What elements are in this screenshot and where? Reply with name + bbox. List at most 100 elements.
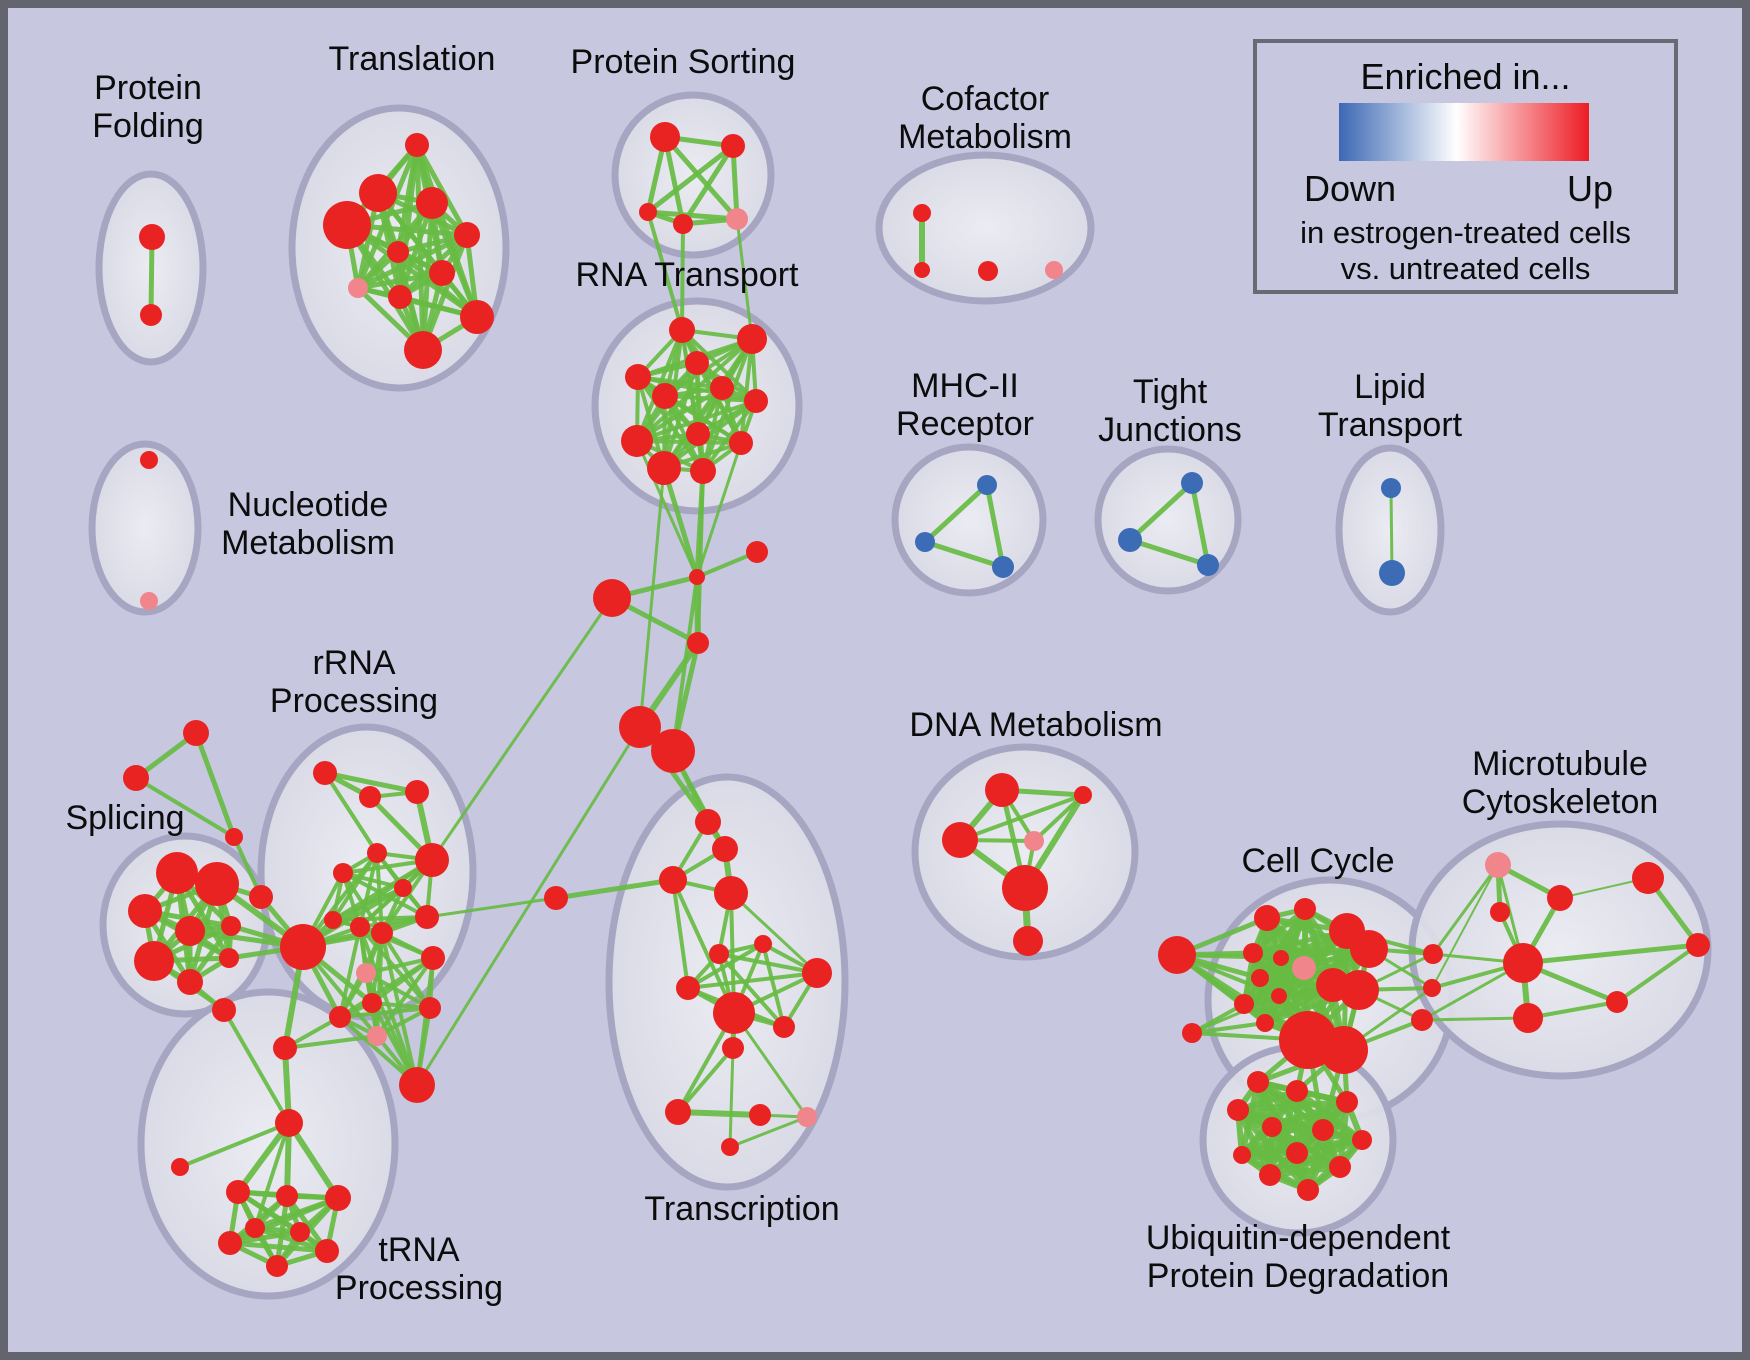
- node-rt11-red: [690, 458, 716, 484]
- edge-ps2-rt0: [646, 210, 684, 332]
- cluster-label-protein-folding-line2: Folding: [92, 107, 204, 145]
- node-rt8-red: [686, 422, 710, 446]
- node-spC-red: [225, 828, 243, 846]
- node-tr7-pink: [348, 278, 368, 298]
- node-c11-red: [1234, 994, 1254, 1014]
- node-tn2-red: [325, 1185, 351, 1211]
- edge-rt10-jn1: [661, 465, 700, 580]
- node-u9-red: [1329, 1156, 1351, 1178]
- edge-t4-t10: [671, 878, 736, 1015]
- node-t10-red: [713, 992, 755, 1034]
- node-u7-red: [1233, 1146, 1251, 1164]
- edge-c1-c4: [1250, 906, 1308, 956]
- edge-r8-r13: [380, 931, 419, 1087]
- cluster-label-dna-metabolism: DNA Metabolism: [909, 706, 1162, 744]
- node-r12-red: [329, 1006, 351, 1028]
- edge-r0-r2: [322, 770, 420, 795]
- node-jr3-red: [1411, 1009, 1433, 1031]
- node-tj0-blue: [1181, 472, 1203, 494]
- cluster-label-translation: Translation: [329, 40, 496, 78]
- node-rt5-red: [652, 383, 678, 409]
- node-tr5-red: [387, 241, 409, 263]
- legend: Enriched in... Down Up in estrogen-treat…: [1253, 39, 1678, 294]
- node-s2-red: [128, 894, 162, 928]
- edge-h1-c12: [1190, 1021, 1267, 1035]
- cluster-label-nucleotide-metabolism-line2: Metabolism: [221, 524, 395, 562]
- node-lt0-blue: [1381, 478, 1401, 498]
- node-c3-red: [1350, 930, 1388, 968]
- node-r13-red: [399, 1067, 435, 1103]
- node-tr1-red: [359, 174, 397, 212]
- node-u3-red: [1227, 1099, 1249, 1121]
- edge-ps1-ps4: [730, 143, 740, 222]
- cluster-label-protein-folding-line1: Protein: [94, 69, 202, 107]
- node-jr2-red: [1423, 979, 1441, 997]
- node-m0-pink: [1485, 852, 1511, 878]
- node-s1-red: [195, 862, 239, 906]
- node-tn3-red: [218, 1231, 242, 1255]
- edge-rt1-rt9: [739, 337, 754, 445]
- node-mh1-blue: [915, 532, 935, 552]
- node-t13-red: [665, 1099, 691, 1125]
- edge-tl-t4: [553, 877, 676, 901]
- node-r2-red: [405, 780, 429, 804]
- node-rt7-red: [621, 425, 653, 457]
- node-spA-red: [183, 720, 209, 746]
- node-u6-red: [1352, 1130, 1372, 1150]
- edge-jr3-m6: [1420, 1016, 1530, 1022]
- node-c0-red: [1254, 905, 1280, 931]
- node-s5-red: [134, 941, 174, 981]
- edge-m5-m6: [1526, 1000, 1619, 1020]
- node-t11-red: [773, 1016, 795, 1038]
- node-c4-red: [1243, 943, 1263, 963]
- node-s4-red: [221, 916, 241, 936]
- edge-tnH-tn7: [253, 1121, 291, 1230]
- node-rt9-red: [729, 431, 753, 455]
- node-bigL-red: [593, 579, 631, 617]
- node-mh2-blue: [992, 556, 1014, 578]
- edge-mh1-mh2: [922, 539, 1006, 570]
- node-jn1-red: [689, 569, 705, 585]
- node-rt0-red: [669, 317, 695, 343]
- edge-rt0-rt6: [680, 328, 758, 403]
- node-t5-red: [714, 876, 748, 910]
- node-r7-red: [350, 917, 370, 937]
- node-cf1-red: [914, 262, 930, 278]
- node-tr6-red: [429, 260, 455, 286]
- edge-u9-u10: [1267, 1164, 1343, 1178]
- node-jr1-red: [1423, 944, 1443, 964]
- edge-ps3-rt0: [680, 222, 685, 332]
- node-u8-red: [1286, 1142, 1308, 1164]
- node-ps1-red: [721, 134, 745, 158]
- edge-d1-d2: [958, 793, 1085, 842]
- node-t3-red: [712, 836, 738, 862]
- edge-s9-tnH: [222, 1008, 291, 1125]
- cluster-label-ubiquitin-degradation-line2: Protein Degradation: [1147, 1257, 1449, 1295]
- edge-jr2-m0: [1431, 864, 1499, 989]
- node-m5-red: [1606, 991, 1628, 1013]
- node-rt1-red: [737, 324, 767, 354]
- node-m6-red: [1513, 1003, 1543, 1033]
- edge-t6-t11: [717, 952, 786, 1029]
- node-cf2-red: [978, 261, 998, 281]
- edge-rt6-rt7: [635, 399, 758, 443]
- edge-rt10-T0: [638, 466, 666, 729]
- node-t12-red: [722, 1037, 744, 1059]
- cluster-ellipse-mhc-ii-receptor: [891, 443, 1047, 597]
- edge-t12-t13: [676, 1046, 735, 1114]
- edge-tnH-tn2: [286, 1120, 341, 1201]
- node-r6-red: [324, 911, 342, 929]
- edge-ps1-ps2: [645, 143, 736, 215]
- edge-tn2-tn7: [252, 1195, 341, 1231]
- node-t15-pink: [797, 1107, 817, 1127]
- edge-t4-t9: [671, 878, 690, 990]
- node-t4-red: [659, 866, 687, 894]
- cluster-label-microtubule-cytoskeleton-line1: Microtubule: [1472, 745, 1648, 783]
- legend-gradient-bar: [1339, 103, 1589, 161]
- node-r10-red: [415, 905, 439, 929]
- cluster-label-mhc-ii-receptor-line2: Receptor: [896, 405, 1034, 443]
- edge-pf0-pf1: [148, 234, 155, 318]
- node-ps2-red: [639, 203, 657, 221]
- node-s7-red: [219, 948, 239, 968]
